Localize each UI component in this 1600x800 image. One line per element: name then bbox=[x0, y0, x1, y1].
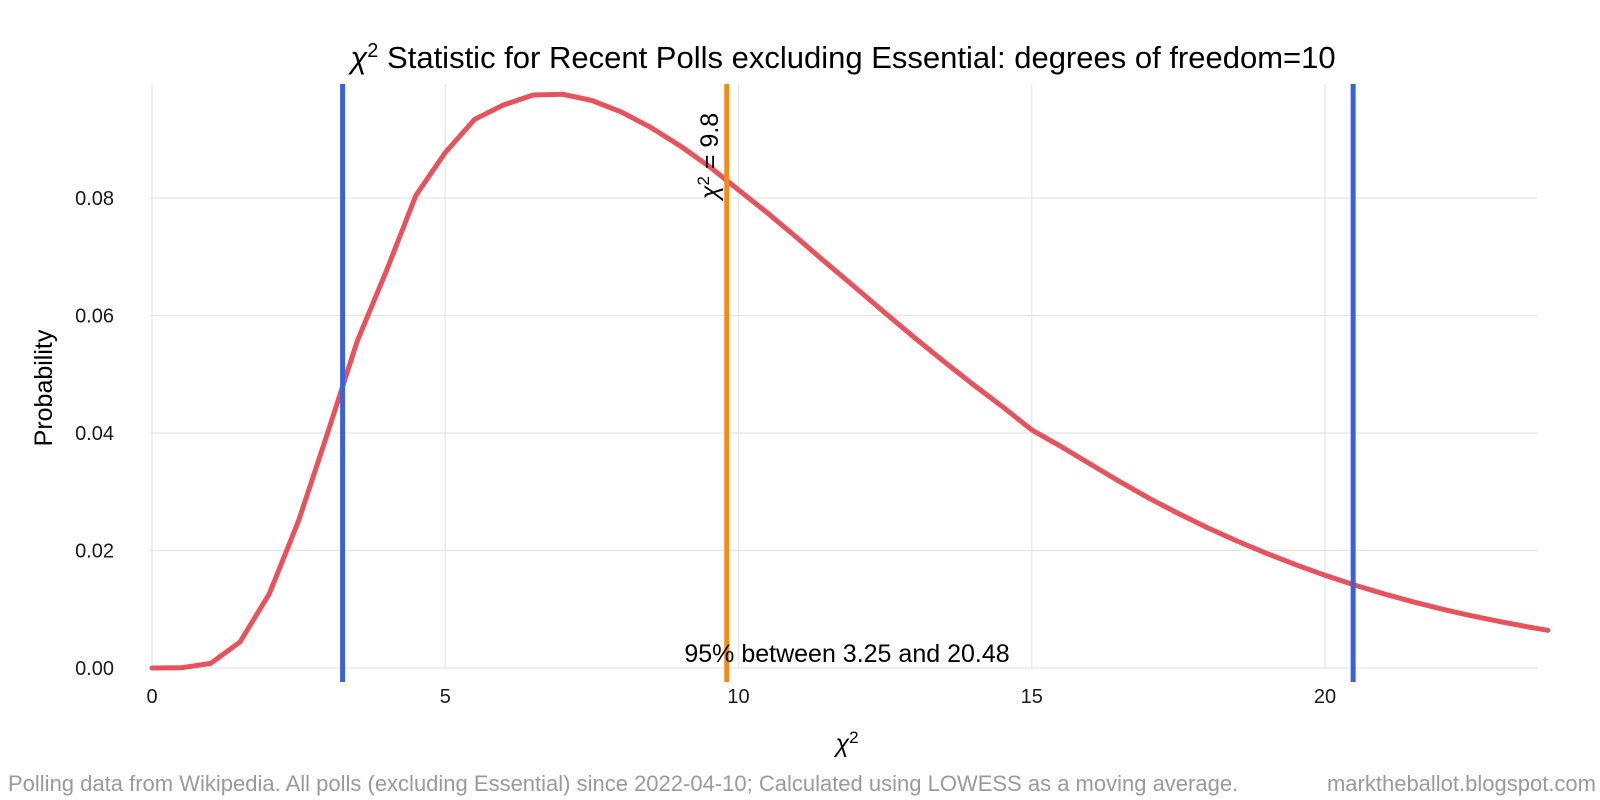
tick-layer: 0 5 10 15 20 0.00 0.02 0.04 0.06 0.08 bbox=[75, 188, 1336, 708]
y-axis-label: Probability bbox=[30, 329, 58, 446]
observed-chi-square-label: χ2 = 9.8 bbox=[694, 113, 725, 201]
x-tick-label: 5 bbox=[440, 686, 451, 708]
x-tick-label: 15 bbox=[1021, 686, 1043, 708]
chart-title: χ2 Statistic for Recent Polls excluding … bbox=[347, 40, 1335, 75]
vline-layer bbox=[340, 84, 1356, 682]
grid-layer bbox=[150, 84, 1538, 669]
y-tick-label: 0.04 bbox=[75, 423, 114, 445]
caption-left: Polling data from Wikipedia. All polls (… bbox=[8, 771, 1238, 796]
y-tick-label: 0.00 bbox=[75, 658, 114, 680]
y-tick-label: 0.06 bbox=[75, 306, 114, 328]
density-curve bbox=[149, 91, 1551, 671]
y-tick-label: 0.02 bbox=[75, 541, 114, 563]
x-axis-label: χ2 bbox=[833, 728, 858, 759]
confidence-range-label: 95% between 3.25 and 20.48 bbox=[684, 640, 1009, 668]
line-layer bbox=[149, 91, 1551, 671]
x-tick-label: 0 bbox=[146, 686, 157, 708]
y-tick-label: 0.08 bbox=[75, 188, 114, 210]
x-tick-label: 10 bbox=[727, 686, 749, 708]
x-tick-label: 20 bbox=[1314, 686, 1336, 708]
caption-right: marktheballot.blogspot.com bbox=[1327, 771, 1596, 796]
